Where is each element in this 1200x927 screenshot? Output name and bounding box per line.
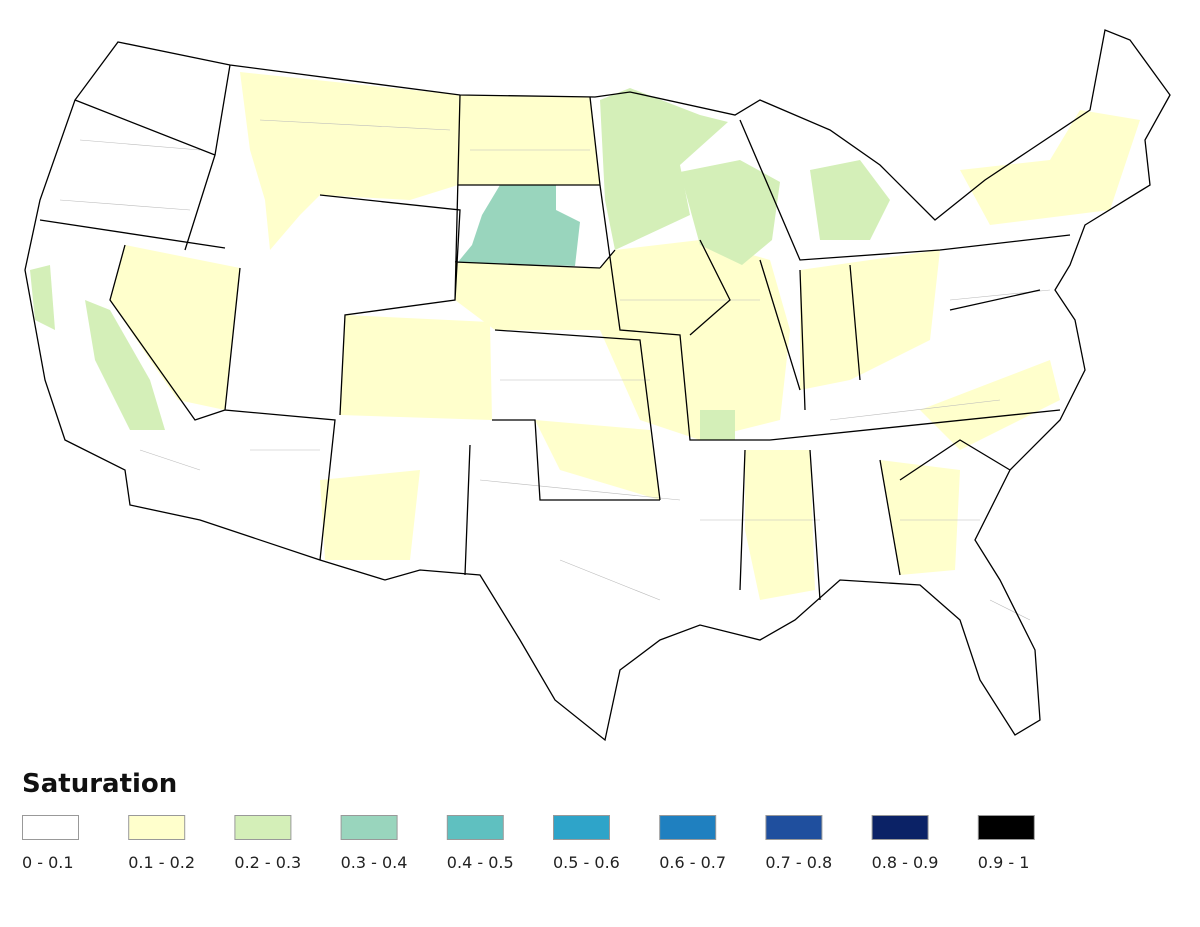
region xyxy=(455,240,790,440)
legend-label: 0.9 - 1 xyxy=(978,853,1030,872)
region xyxy=(458,95,600,185)
legend-swatch xyxy=(977,815,1035,840)
region xyxy=(810,160,890,240)
legend-label: 0.3 - 0.4 xyxy=(341,853,408,872)
legend-swatch xyxy=(128,815,186,840)
legend-label: 0.7 - 0.8 xyxy=(765,853,832,872)
region xyxy=(30,265,55,330)
legend-label: 0.4 - 0.5 xyxy=(447,853,514,872)
legend-label: 0 - 0.1 xyxy=(22,853,74,872)
legend-label: 0.5 - 0.6 xyxy=(553,853,620,872)
legend-swatch xyxy=(553,815,610,840)
region xyxy=(920,360,1060,450)
region xyxy=(960,110,1140,225)
legend-swatch xyxy=(234,815,292,840)
regions xyxy=(30,72,1140,600)
legend-label: 0.1 - 0.2 xyxy=(128,853,195,872)
legend-swatch xyxy=(659,815,717,840)
legend-swatch xyxy=(765,815,823,840)
region xyxy=(340,315,492,420)
region xyxy=(745,450,815,600)
legend-label: 0.8 - 0.9 xyxy=(872,853,939,872)
legend-label: 0.2 - 0.3 xyxy=(234,853,301,872)
legend-swatch xyxy=(340,815,398,840)
state-borders xyxy=(24,29,1171,742)
legend-swatch xyxy=(871,815,929,840)
legend: Saturation 0 - 0.1 0.1 - 0.2 0.2 - 0.3 0.3 … xyxy=(22,769,1035,872)
region xyxy=(800,250,940,390)
region xyxy=(110,245,240,410)
region xyxy=(458,185,580,266)
region xyxy=(600,88,728,250)
legend-swatch xyxy=(446,815,504,840)
county-lines xyxy=(59,119,1051,621)
legend-swatch xyxy=(22,815,79,840)
region xyxy=(700,410,735,440)
region xyxy=(85,300,165,430)
region xyxy=(880,460,960,575)
region xyxy=(535,420,660,500)
legend-label: 0.6 - 0.7 xyxy=(659,853,726,872)
region xyxy=(240,72,460,250)
region xyxy=(680,160,780,265)
legend-title: Saturation xyxy=(22,769,177,799)
region xyxy=(320,470,420,560)
